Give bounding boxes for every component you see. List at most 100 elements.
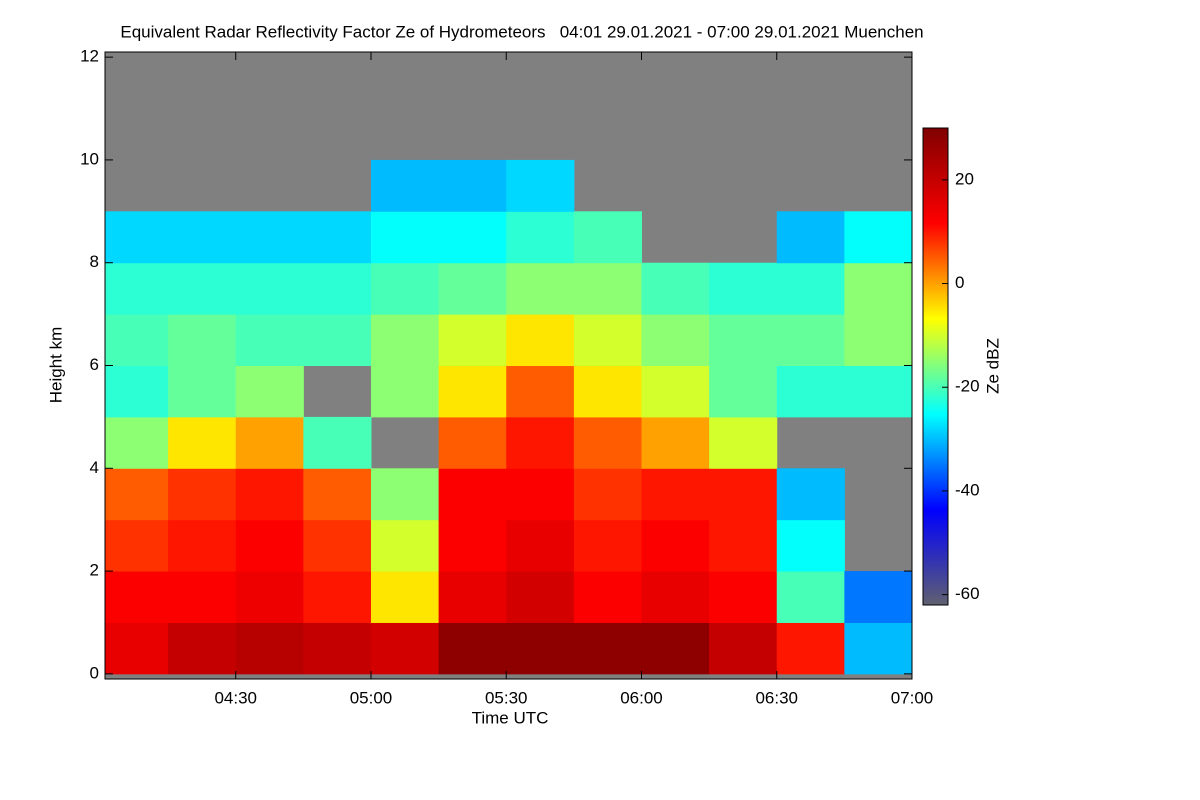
- heatmap-cell: [235, 519, 304, 572]
- heatmap-cell: [506, 468, 575, 521]
- heatmap-cell: [438, 468, 507, 521]
- heatmap-cell: [303, 519, 372, 572]
- heatmap-cell: [168, 314, 237, 366]
- heatmap-cell: [573, 314, 642, 366]
- y-tick-label: 0: [90, 663, 99, 682]
- heatmap-cell: [438, 519, 507, 572]
- heatmap-cell: [776, 622, 845, 675]
- heatmap-cell: [709, 314, 778, 366]
- heatmap-cell: [370, 314, 440, 366]
- heatmap-cell: [573, 211, 642, 264]
- heatmap-cell: [438, 365, 507, 418]
- x-tick-label: 07:00: [891, 688, 934, 707]
- heatmap-cell: [438, 314, 507, 366]
- heatmap-cell: [168, 622, 237, 675]
- heatmap-cell: [506, 365, 575, 418]
- heatmap-cell: [235, 571, 304, 623]
- x-tick-label: 06:30: [755, 688, 798, 707]
- heatmap-cell: [776, 262, 845, 315]
- heatmap-cell: [370, 365, 440, 418]
- chart-title: Equivalent Radar Reflectivity Factor Ze …: [120, 22, 923, 41]
- heatmap-cell: [709, 416, 778, 469]
- heatmap-cell: [506, 622, 575, 675]
- x-tick-label: 06:00: [620, 688, 663, 707]
- heatmap-cell: [370, 211, 440, 264]
- heatmap-cell: [573, 571, 642, 623]
- heatmap-cell: [235, 468, 304, 521]
- heatmap-cell: [105, 468, 169, 521]
- heatmap-cell: [573, 262, 642, 315]
- heatmap-cell: [709, 571, 778, 623]
- heatmap-cell: [776, 314, 845, 366]
- heatmap-cell: [105, 622, 169, 675]
- heatmap-cell: [235, 211, 304, 264]
- heatmap-cell: [776, 571, 845, 623]
- heatmap-cell: [506, 262, 575, 315]
- x-tick-label: 05:00: [350, 688, 393, 707]
- y-tick-label: 8: [90, 252, 99, 271]
- heatmap-cell: [641, 314, 710, 366]
- heatmap-cell: [438, 262, 507, 315]
- heatmap-cell: [506, 211, 575, 264]
- heatmap-cell: [709, 622, 778, 675]
- heatmap-cell: [370, 622, 440, 675]
- heatmap-cell: [573, 416, 642, 469]
- y-tick-label: 12: [80, 47, 99, 66]
- heatmap-cell: [776, 468, 845, 521]
- heatmap-cell: [303, 211, 372, 264]
- y-axis-label: Height km: [46, 327, 65, 404]
- colorbar-tick-label: 0: [955, 273, 964, 292]
- heatmap-cell: [235, 262, 304, 315]
- heatmap-cell: [105, 314, 169, 366]
- heatmap-cell: [506, 519, 575, 572]
- x-tick-label: 05:30: [485, 688, 528, 707]
- heatmap-cell: [641, 468, 710, 521]
- y-tick-label: 4: [90, 458, 99, 477]
- heatmap-cell: [168, 365, 237, 418]
- heatmap-cell: [844, 365, 912, 418]
- heatmap-cell: [709, 365, 778, 418]
- heatmap-cell: [844, 622, 912, 675]
- heatmap-cell: [303, 468, 372, 521]
- heatmap-cell: [776, 365, 845, 418]
- heatmap-cell: [709, 519, 778, 572]
- heatmap-cell: [168, 262, 237, 315]
- heatmap-cell: [303, 262, 372, 315]
- heatmap-cell: [573, 622, 642, 675]
- heatmap-cell: [641, 262, 710, 315]
- heatmap-cell: [370, 571, 440, 623]
- heatmap-cell: [303, 416, 372, 469]
- heatmap-cell: [573, 519, 642, 572]
- heatmap-cell: [235, 416, 304, 469]
- heatmap-cell: [641, 416, 710, 469]
- y-tick-label: 6: [90, 355, 99, 374]
- heatmap-cell: [370, 519, 440, 572]
- y-tick-label: 10: [80, 149, 99, 168]
- heatmap-cell: [709, 262, 778, 315]
- heatmap-cell: [573, 365, 642, 418]
- heatmap-cell: [105, 365, 169, 418]
- colorbar-tick-label: -60: [955, 584, 980, 603]
- heatmap-cell: [168, 211, 237, 264]
- heatmap-cell: [641, 571, 710, 623]
- heatmap-cell: [573, 468, 642, 521]
- heatmap-cell: [506, 159, 575, 212]
- heatmap-cell: [844, 262, 912, 315]
- heatmap-cell: [370, 262, 440, 315]
- heatmap-cell: [438, 571, 507, 623]
- x-tick-label: 04:30: [214, 688, 257, 707]
- x-axis-label: Time UTC: [472, 708, 549, 727]
- heatmap-cell: [438, 416, 507, 469]
- heatmap-cell: [641, 365, 710, 418]
- colorbar-label: Ze dBZ: [983, 338, 1002, 394]
- heatmap-cell: [105, 519, 169, 572]
- heatmap-cell: [844, 571, 912, 623]
- colorbar-tick-label: 20: [955, 169, 974, 188]
- heatmap-cell: [506, 416, 575, 469]
- heatmap-cell: [776, 519, 845, 572]
- heatmap-cell: [235, 314, 304, 366]
- heatmap-cell: [438, 622, 507, 675]
- heatmap-cell: [438, 159, 507, 212]
- heatmap-cell: [303, 622, 372, 675]
